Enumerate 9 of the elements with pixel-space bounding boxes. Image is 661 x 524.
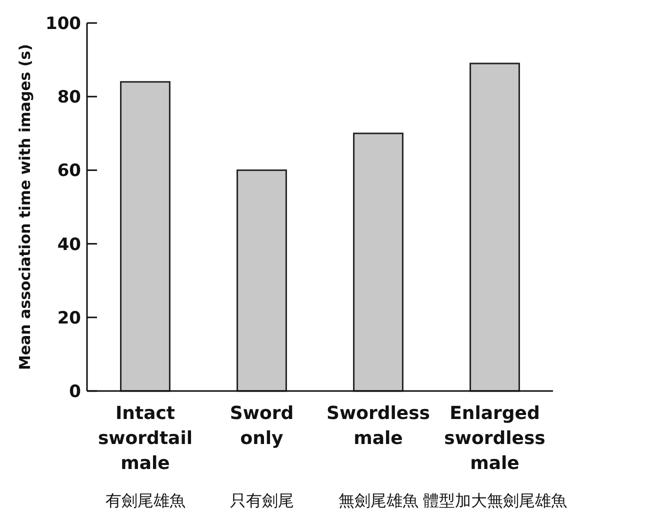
y-tick-label: 0 [69,382,82,402]
x-tick-label: Intact swordtail male 有劍尾雄魚 [98,403,193,510]
y-tick-label: 60 [57,161,82,182]
y-tick-label: 80 [57,88,82,108]
y-tick-label: 20 [57,308,82,328]
y-tick-label: 40 [57,234,82,255]
category-label: Sword only 只有劍尾 [230,403,294,510]
y-axis-title: Mean association time with images (s) [16,44,34,370]
y-tick-label: 100 [46,14,82,34]
